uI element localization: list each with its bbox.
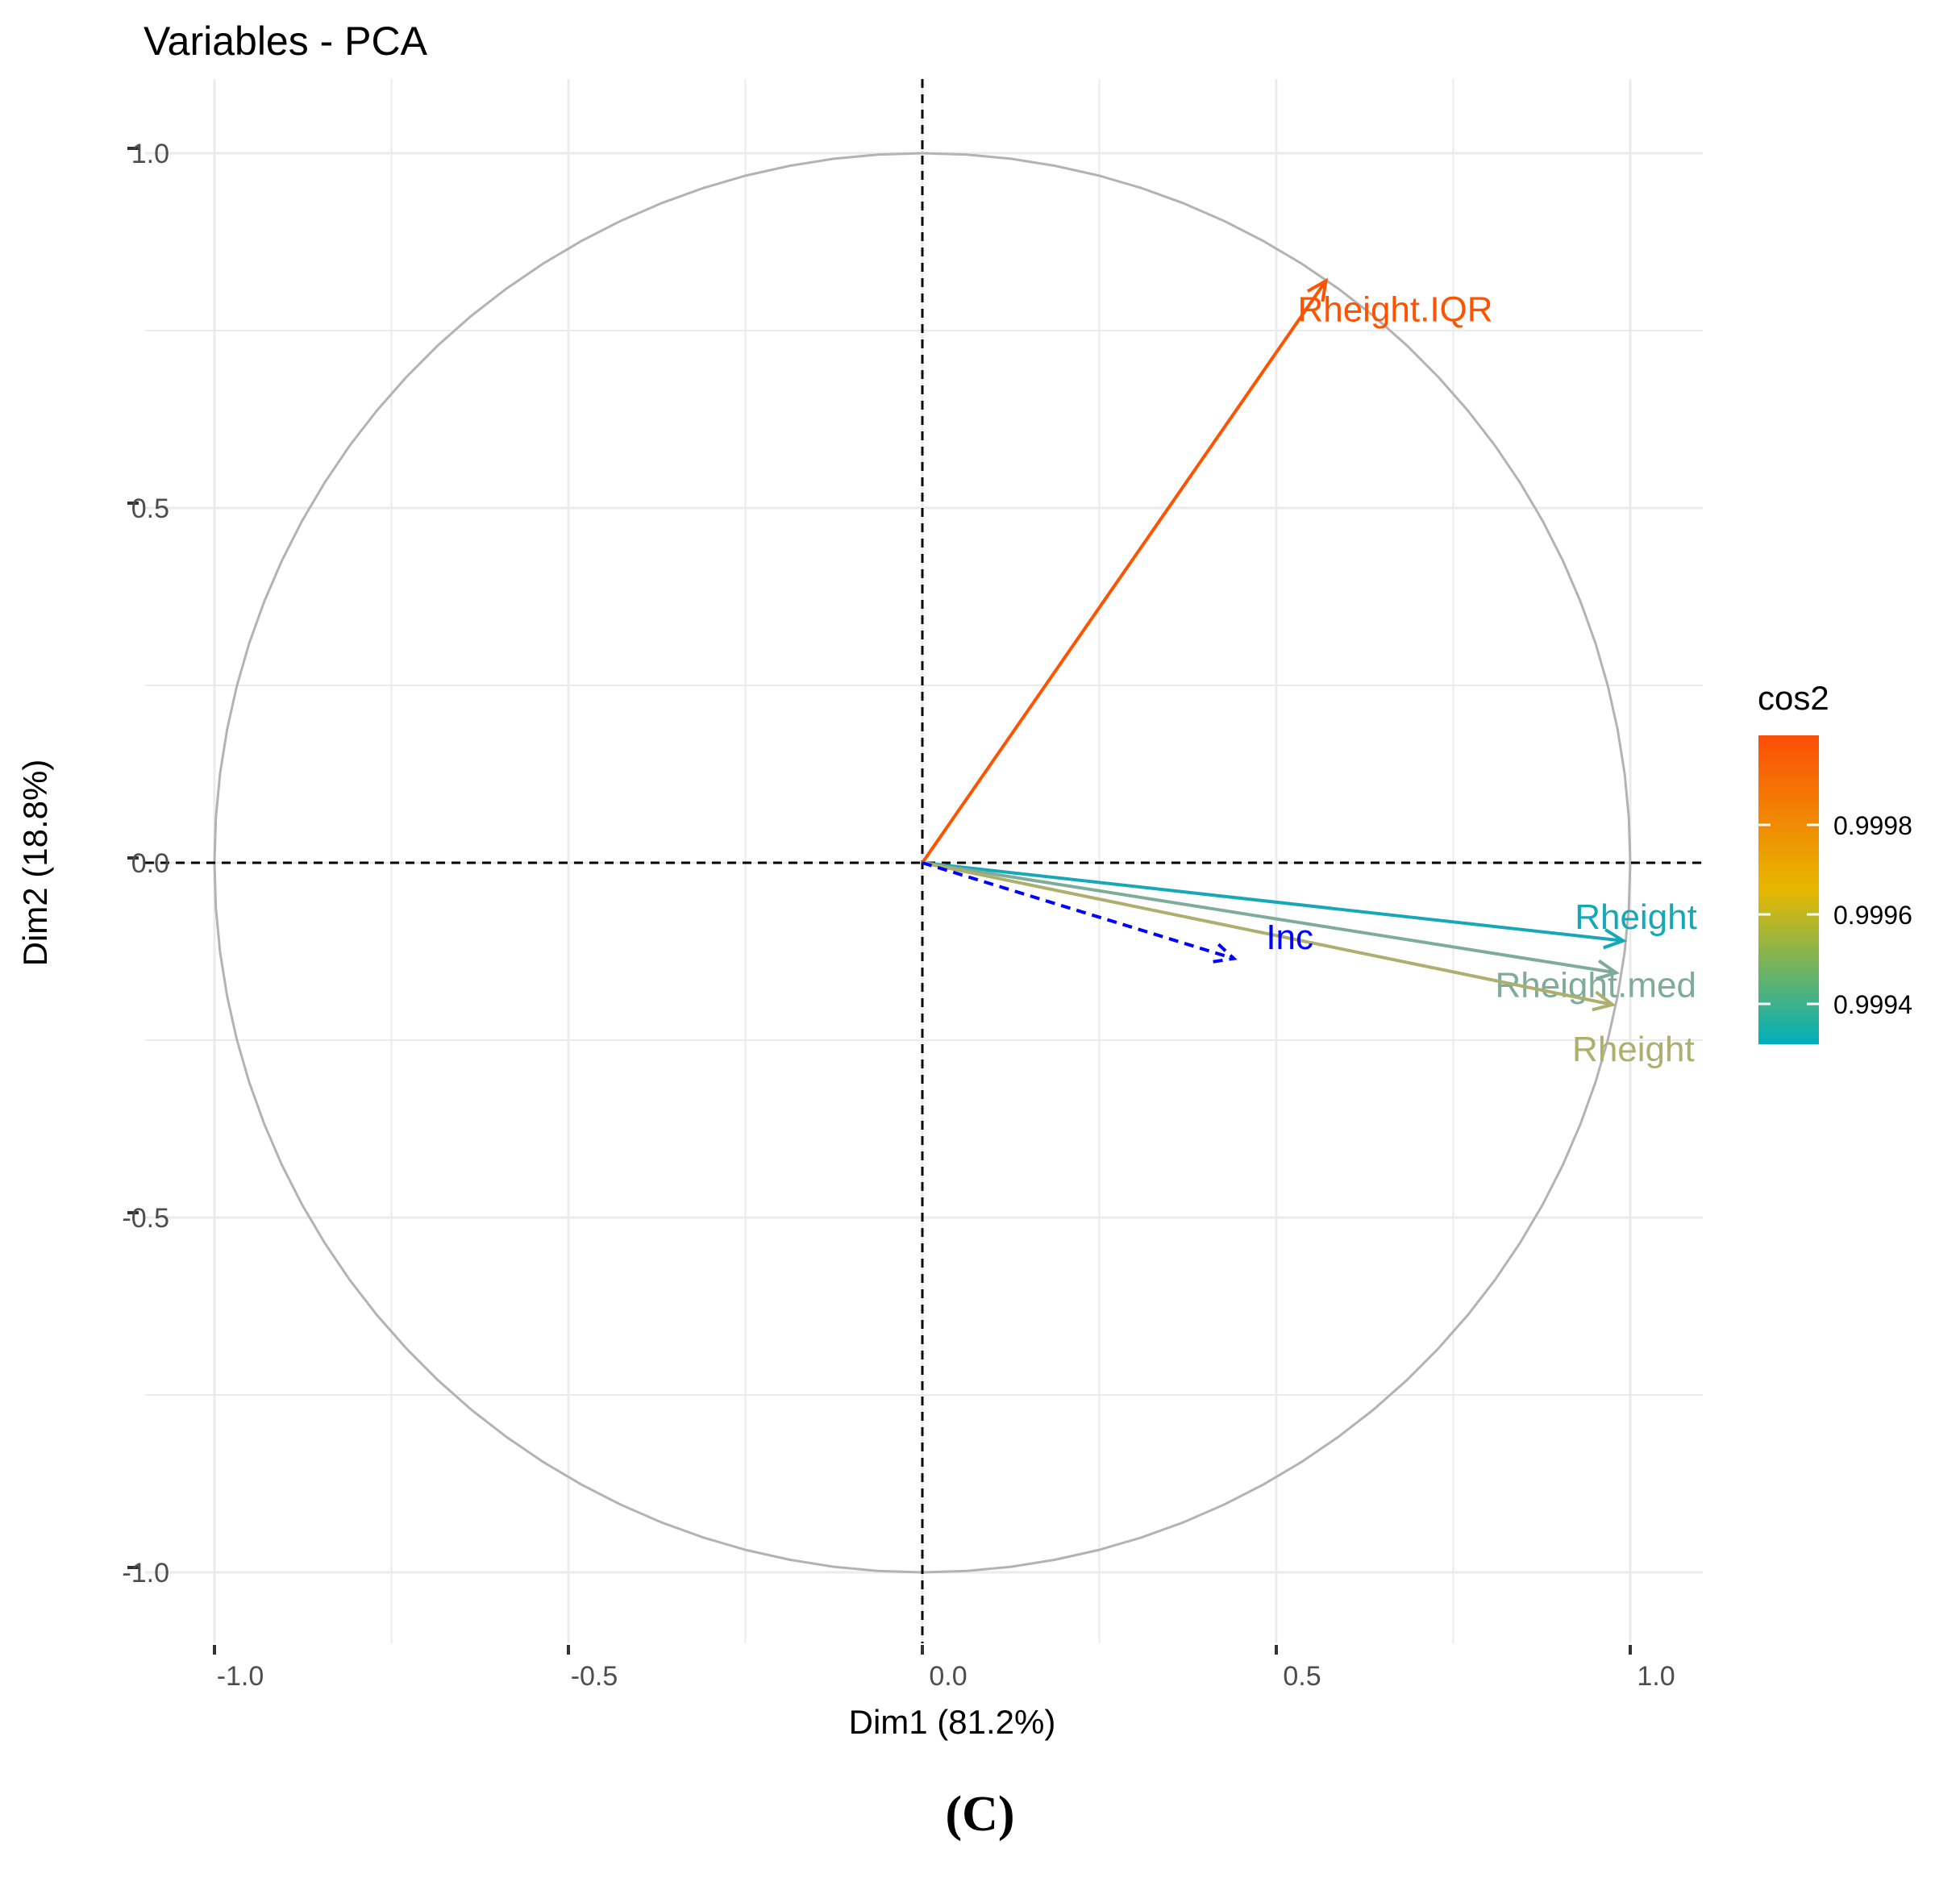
legend-ticks: 0.9998 0.9996 0.9994 bbox=[1758, 811, 1912, 1019]
x-tick-label: -1.0 bbox=[217, 1661, 264, 1692]
variable-arrow-head bbox=[1603, 928, 1627, 950]
variable-arrow-head bbox=[1306, 277, 1329, 302]
y-axis-ticks: 1.0 0.5 0.0 -0.5 -1.0 bbox=[122, 139, 169, 1588]
x-tick-label: -0.5 bbox=[571, 1661, 618, 1692]
variable-label: Rheight.med bbox=[1495, 965, 1696, 1005]
x-tick-label: 0.5 bbox=[1283, 1661, 1321, 1692]
variable-arrow-head bbox=[1595, 959, 1620, 980]
variable-rheight-mean: Rheight bbox=[922, 861, 1695, 1069]
variable-arrow-head bbox=[1213, 943, 1238, 964]
variable-arrows: Rheight.IQR Rheight Rheight.med Rheight Inc bbox=[921, 277, 1697, 1069]
variable-label: Rheight.IQR bbox=[1297, 289, 1492, 329]
variable-arrow-line bbox=[922, 861, 1617, 975]
x-axis-title: Dim1 (81.2%) bbox=[849, 1703, 1056, 1741]
variable-arrow-line bbox=[922, 861, 1624, 943]
variable-label: Inc bbox=[1266, 918, 1313, 957]
variable-arrow-line bbox=[922, 861, 1613, 1006]
variable-rheight: Rheight bbox=[922, 861, 1697, 950]
y-tick-label: 1.0 bbox=[131, 139, 169, 169]
variable-label: Rheight bbox=[1572, 1030, 1695, 1069]
legend-tick-label: 0.9994 bbox=[1833, 990, 1912, 1019]
y-tick-label: 0.5 bbox=[131, 493, 169, 524]
x-axis-ticks: -1.0 -0.5 0.0 0.5 1.0 bbox=[213, 1645, 1675, 1692]
variable-inc: Inc bbox=[922, 861, 1313, 964]
y-tick-label: -0.5 bbox=[122, 1203, 169, 1234]
legend-tick-label: 0.9996 bbox=[1833, 901, 1912, 930]
x-tick-label: 1.0 bbox=[1637, 1661, 1675, 1692]
x-tick-label: 0.0 bbox=[929, 1661, 967, 1692]
figure-caption: (C) bbox=[945, 1787, 1015, 1842]
variable-label: Rheight bbox=[1575, 897, 1697, 937]
y-tick-label: -1.0 bbox=[122, 1558, 169, 1588]
variable-arrow-head bbox=[1592, 990, 1617, 1012]
legend-colorbar bbox=[1758, 735, 1819, 1044]
legend-title: cos2 bbox=[1758, 679, 1829, 717]
y-axis-title: Dim2 (18.8%) bbox=[16, 760, 54, 967]
variable-rheight-med: Rheight.med bbox=[922, 861, 1696, 1005]
y-tick-label: 0.0 bbox=[131, 848, 169, 879]
cos2-legend: cos2 0.9998 0.9996 0.9994 bbox=[1758, 679, 1912, 1044]
chart-title: Variables - PCA bbox=[144, 19, 428, 64]
variable-arrow-line bbox=[921, 280, 1328, 864]
variable-arrow-line bbox=[922, 861, 1234, 960]
legend-tick-label: 0.9998 bbox=[1833, 811, 1912, 840]
variable-rheight-iqr: Rheight.IQR bbox=[921, 277, 1493, 864]
